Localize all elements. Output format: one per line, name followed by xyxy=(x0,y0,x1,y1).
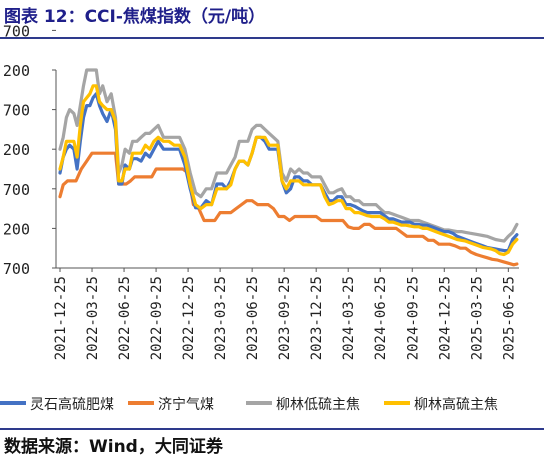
legend-label: 柳林高硫主焦 xyxy=(414,396,498,413)
series-line-3 xyxy=(58,84,519,257)
legend: 灵石高硫肥煤 济宁气煤 柳林低硫主焦 柳林高硫主焦 xyxy=(0,396,498,413)
y-tick-label: 700 xyxy=(3,260,30,278)
x-tick-label: 2022-09-25 xyxy=(149,276,165,360)
y-tick-label: 700 xyxy=(3,181,30,199)
source-note: 数据来源：Wind，大同证券 xyxy=(4,437,223,457)
legend-label: 柳林低硫主焦 xyxy=(276,396,360,413)
series-line-1 xyxy=(58,151,519,267)
y-axis: 700 200 700 200 700 200 700 xyxy=(3,22,57,278)
x-tick-label: 2024-06-25 xyxy=(373,276,389,360)
y-tick-label: 200 xyxy=(3,220,30,238)
y-tick-label: 200 xyxy=(3,62,30,80)
x-axis: 2021-12-25 2022-03-25 2022-06-25 2022-09-25… xyxy=(53,267,519,360)
y-tick-label: 200 xyxy=(3,141,30,159)
x-tick-label: 2024-09-25 xyxy=(405,276,421,360)
x-tick-label: 2025-06-25 xyxy=(501,276,517,360)
x-tick-label: 2023-12-25 xyxy=(309,276,325,360)
legend-label: 济宁气煤 xyxy=(158,396,214,413)
x-tick-label: 2024-12-25 xyxy=(437,276,453,360)
series-line-0 xyxy=(58,92,519,253)
top-rule xyxy=(0,37,544,39)
x-tick-label: 2021-12-25 xyxy=(53,276,69,360)
chart-title: 图表 12：CCI-焦煤指数（元/吨） xyxy=(4,7,266,27)
x-tick-label: 2022-03-25 xyxy=(85,276,101,360)
x-tick-label: 2023-03-25 xyxy=(213,276,229,360)
series-line-2 xyxy=(58,68,519,243)
x-tick-label: 2024-03-25 xyxy=(341,276,357,360)
y-tick-label: 700 xyxy=(3,22,30,40)
x-tick-label: 2023-09-25 xyxy=(277,276,293,360)
x-tick-label: 2022-12-25 xyxy=(181,276,197,360)
series-layer xyxy=(58,68,519,267)
x-tick-label: 2022-06-25 xyxy=(117,276,133,360)
bottom-rule xyxy=(0,428,544,430)
x-tick-label: 2025-03-25 xyxy=(469,276,485,360)
x-tick-label: 2023-06-25 xyxy=(245,276,261,360)
y-tick-label: 700 xyxy=(3,102,30,120)
line-chart: 700 200 700 200 700 200 700 2021-12-25 2022-03-… xyxy=(0,22,519,413)
legend-label: 灵石高硫肥煤 xyxy=(30,396,114,413)
